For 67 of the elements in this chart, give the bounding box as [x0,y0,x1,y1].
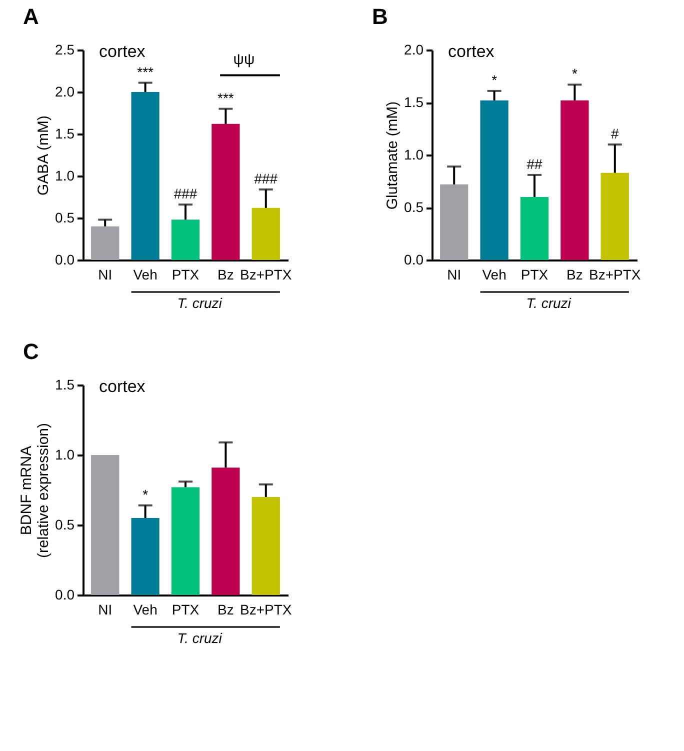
y-axis-title: GABA (mM) [35,115,52,196]
annotation: * [572,66,578,82]
y-axis-title: Glutamate (mM) [384,101,402,210]
x-tick-label: PTX [520,266,549,282]
y-tick-label: 2.0 [55,84,75,100]
chart-title: A [23,4,39,29]
text: T. cruzi [177,630,223,646]
x-tick-label: Bz+PTX [589,266,642,282]
chart-title: C [23,339,39,364]
x-tick-label: NI [98,602,112,618]
y-tick-label: 0.0 [404,252,424,268]
y-tick-label: 2.5 [55,42,75,58]
x-tick-label: Bz [218,602,234,618]
bar [520,197,549,260]
x-tick-label: NI [447,266,462,282]
bar [171,487,200,595]
annotation: cortex [99,377,146,396]
bar [440,184,468,260]
y-tick-label: 0.0 [55,252,75,268]
text: T. cruzi [526,295,572,311]
bar [212,468,240,595]
annotation: cortex [448,42,495,61]
x-tick-label: Bz [218,266,234,282]
x-tick-label: Bz+PTX [240,602,292,618]
x-tick-label: Veh [482,266,506,282]
chart-title: B [372,4,388,29]
annotation: * [142,486,149,502]
y-tick-label: 1.5 [55,376,75,392]
x-tick-label: PTX [172,266,200,282]
annotation: # [610,126,619,142]
bar [91,455,120,595]
y-axis-title: BDNF mRNA (relative expression) [18,422,52,558]
x-tick-label: PTX [172,602,200,618]
annotation: ψψ [233,51,255,68]
y-tick-label: 1.0 [55,168,75,184]
annotation: ### [254,170,278,186]
y-tick-label: 0.5 [404,199,424,215]
annotation: *** [218,90,234,106]
y-tick-label: 1.5 [55,126,75,142]
x-tick-label: Bz [566,266,583,282]
x-tick-label: Bz+PTX [240,266,292,282]
bar [252,497,280,595]
text: T. cruzi [177,295,223,311]
annotation: cortex [99,42,146,61]
bar [131,92,160,260]
annotation: ### [174,186,198,202]
annotation: * [492,72,498,88]
x-tick-label: Veh [133,602,158,618]
x-tick-label: NI [98,266,112,282]
annotation: ## [526,156,542,172]
bar [480,100,508,260]
bar [131,518,160,595]
y-tick-label: 0.0 [55,586,75,602]
y-tick-label: 0.5 [55,210,75,226]
bar [91,226,120,260]
y-tick-label: 1.0 [55,446,75,462]
annotation: *** [137,64,154,80]
y-tick-label: 0.5 [55,516,75,532]
bar [212,124,240,260]
bar [560,100,589,260]
y-tick-label: 2.0 [404,42,424,58]
bar [600,172,629,260]
y-tick-label: 1.5 [404,94,424,110]
x-tick-label: Veh [133,266,158,282]
bar [171,220,200,260]
bar [252,208,280,260]
y-tick-label: 1.0 [404,146,424,162]
